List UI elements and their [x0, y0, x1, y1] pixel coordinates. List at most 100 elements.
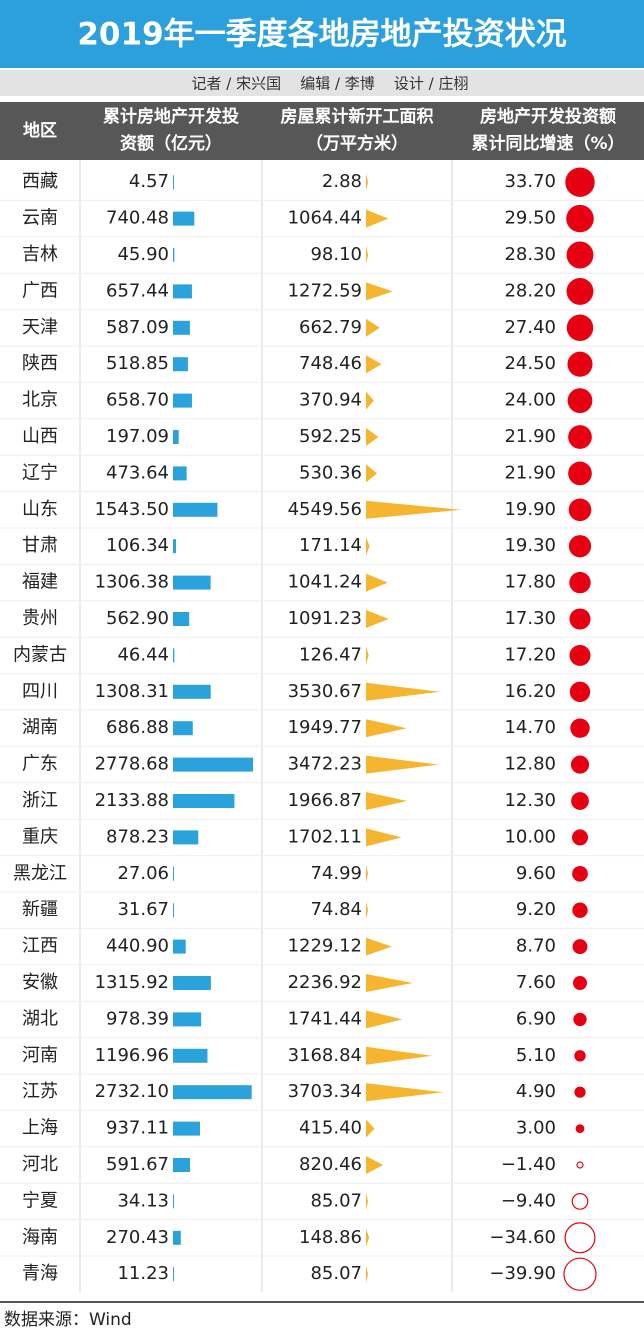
new-area: 3168.84: [288, 1045, 362, 1066]
growth: 28.30: [504, 244, 556, 265]
area-triangle: [366, 792, 408, 810]
growth: 24.50: [504, 353, 556, 374]
growth-dot: [574, 1050, 586, 1062]
area-triangle: [366, 537, 370, 556]
growth-dot: [569, 608, 591, 630]
growth-dot: [572, 865, 588, 882]
investment-bar: [173, 648, 175, 663]
area-triangle: [366, 974, 413, 992]
investment: 1315.92: [95, 972, 169, 993]
area-triangle: [366, 610, 389, 628]
area-triangle: [366, 318, 380, 337]
investment-bar: [173, 684, 211, 699]
area-triangle: [366, 209, 389, 228]
area-triangle: [366, 1046, 433, 1065]
area-triangle: [366, 901, 368, 920]
growth-dot: [569, 571, 591, 594]
region: 青海: [22, 1263, 58, 1284]
investment-bar: [173, 175, 174, 190]
investment-bar: [173, 1085, 252, 1100]
new-area: 74.99: [310, 863, 362, 884]
area-triangle: [366, 573, 388, 592]
new-area: 1041.24: [288, 572, 362, 593]
growth-dot: [567, 351, 593, 377]
new-area: 415.40: [299, 1118, 362, 1139]
region: 新疆: [22, 899, 58, 920]
investment-bar: [173, 939, 186, 954]
region: 河北: [22, 1154, 58, 1175]
investment: 106.34: [106, 535, 169, 556]
investment-bar: [173, 1048, 208, 1063]
growth-dot: [571, 792, 589, 810]
growth-dot: [573, 1012, 587, 1027]
growth: 29.50: [504, 208, 556, 229]
area-triangle: [366, 937, 392, 956]
investment-bar: [173, 830, 199, 845]
investment-bar: [173, 1194, 174, 1209]
investment-bar: [173, 757, 253, 772]
region: 四川: [22, 681, 58, 702]
growth-dot: [563, 1257, 597, 1291]
growth-dot: [571, 829, 589, 846]
area-triangle: [366, 355, 382, 374]
investment-bar: [173, 1230, 181, 1245]
growth: 8.70: [516, 936, 556, 957]
investment: 4.57: [129, 171, 169, 192]
region: 贵州: [22, 608, 58, 629]
column-header: 资额（亿元）: [120, 133, 222, 154]
investment: 657.44: [106, 280, 169, 301]
growth-dot: [572, 939, 588, 955]
growth: 6.90: [516, 1008, 556, 1029]
column-header: 房屋累计新开工面积: [281, 106, 434, 127]
region: 海南: [22, 1227, 58, 1248]
region: 山东: [22, 499, 58, 520]
investment-bar: [173, 1267, 174, 1282]
growth: 24.00: [504, 390, 556, 411]
credits-bar: [0, 70, 644, 96]
investment-bar: [173, 320, 190, 335]
investment: 562.90: [106, 608, 169, 629]
growth-dot: [566, 277, 594, 305]
investment: 658.70: [106, 390, 169, 411]
region: 江西: [22, 936, 58, 957]
credits: 记者 / 宋兴国 编辑 / 李博 设计 / 庄栩: [192, 75, 469, 93]
new-area: 85.07: [310, 1263, 362, 1284]
new-area: 2.88: [322, 171, 362, 192]
region: 浙江: [22, 790, 58, 811]
growth-dot: [571, 1193, 589, 1210]
investment: 11.23: [117, 1263, 169, 1284]
growth-dot: [574, 1086, 586, 1098]
new-area: 2236.92: [288, 972, 362, 993]
growth-dot: [568, 535, 592, 558]
growth: −9.40: [501, 1190, 556, 1211]
new-area: 592.25: [299, 426, 362, 447]
region: 陕西: [22, 353, 58, 374]
growth: 17.80: [504, 572, 556, 593]
area-triangle: [366, 864, 368, 883]
area-triangle: [366, 1156, 384, 1174]
investment-bar: [173, 466, 187, 481]
investment-bar: [173, 284, 192, 299]
title-bar: [0, 0, 644, 68]
column-header: 累计房地产开发投: [103, 106, 239, 127]
growth: 21.90: [504, 426, 556, 447]
area-triangle: [366, 1083, 444, 1102]
growth-dot: [570, 718, 590, 738]
source: 数据来源：Wind: [4, 1310, 132, 1330]
growth: 3.00: [516, 1118, 556, 1139]
region: 西藏: [22, 171, 58, 192]
investment-bar: [173, 1158, 191, 1172]
investment: 31.67: [117, 899, 169, 920]
investment-bar: [173, 612, 190, 626]
investment: 270.43: [106, 1227, 169, 1248]
area-triangle: [366, 464, 378, 483]
region: 上海: [22, 1118, 58, 1139]
investment: 1308.31: [95, 681, 169, 702]
area-triangle: [366, 500, 461, 519]
investment: 978.39: [106, 1008, 169, 1029]
investment: 2133.88: [95, 790, 169, 811]
investment: 27.06: [117, 863, 169, 884]
new-area: 370.94: [299, 390, 362, 411]
investment: 878.23: [106, 826, 169, 847]
column-header: （万平方米）: [306, 133, 408, 154]
